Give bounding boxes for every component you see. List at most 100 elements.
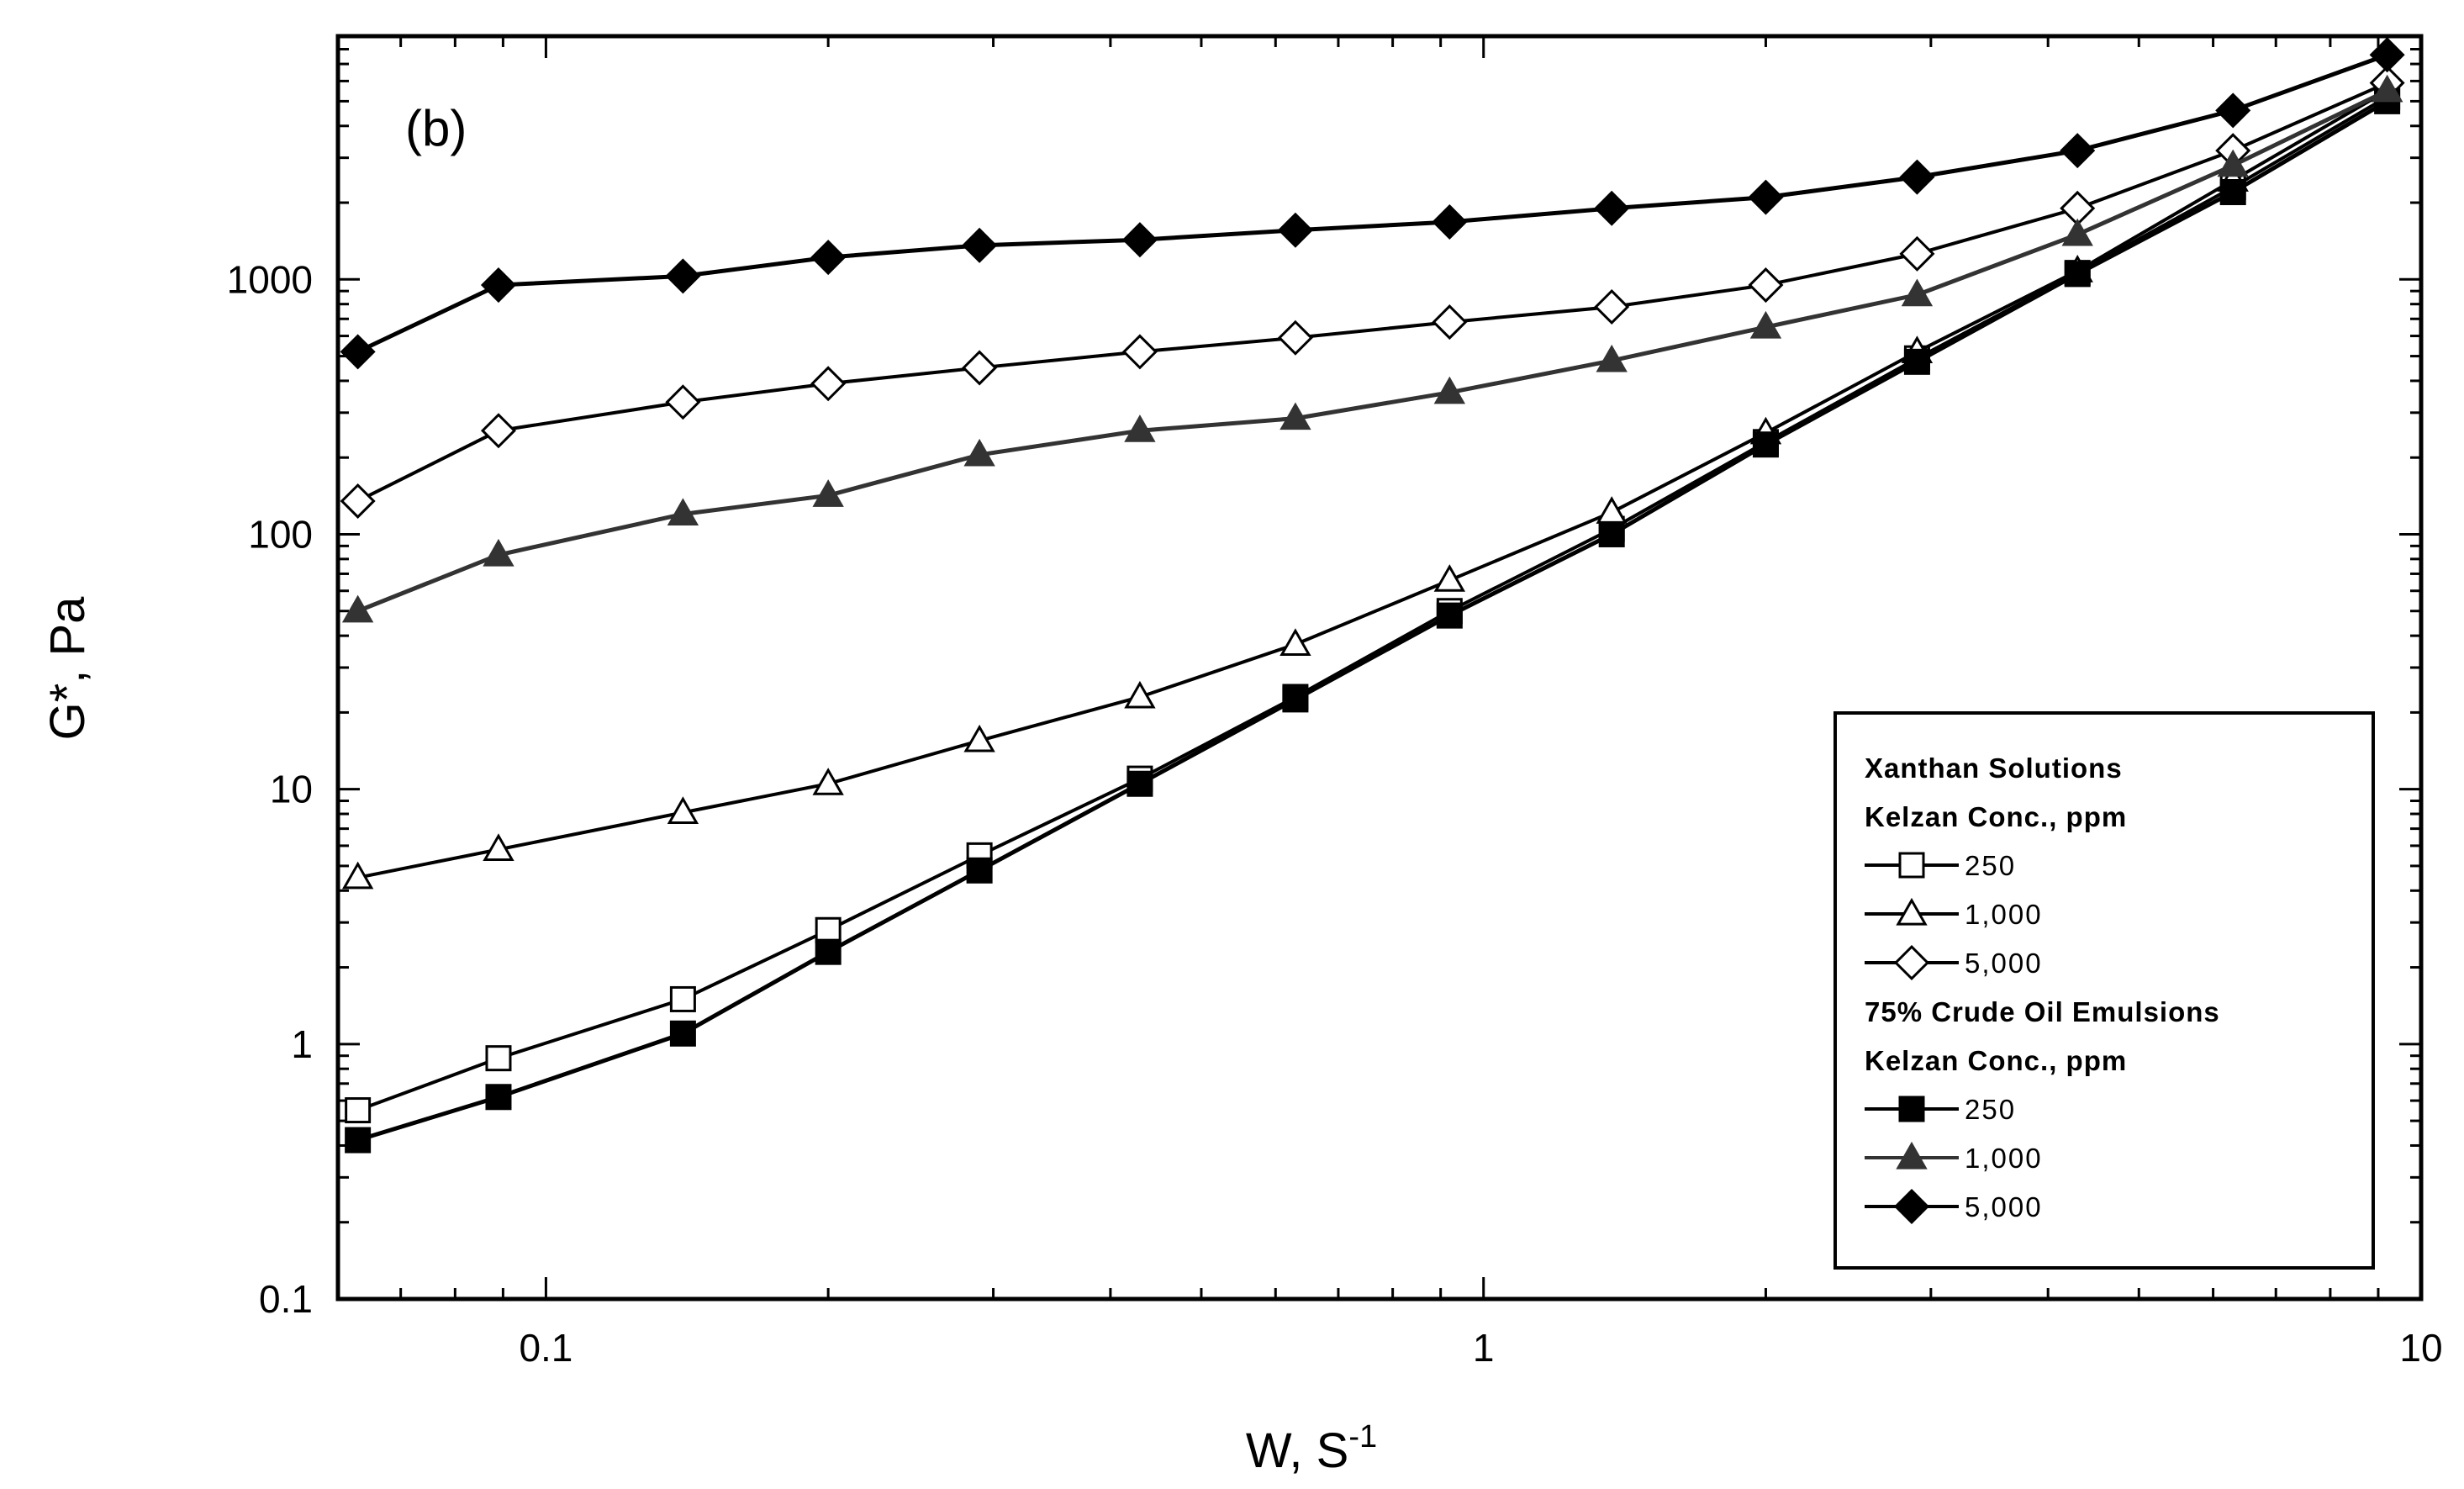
data-point xyxy=(1282,686,1309,713)
axis-ticks xyxy=(336,34,2423,1301)
data-point xyxy=(485,1045,512,1072)
series-line xyxy=(356,99,2388,1143)
x-axis-title-superscript: -1 xyxy=(1348,1419,1377,1455)
data-point xyxy=(963,438,995,467)
legend-marker-square-icon xyxy=(1898,852,1925,879)
data-point xyxy=(2061,218,2093,246)
x-axis-title-text: W, S xyxy=(1246,1423,1348,1478)
series-xanthan-diamond xyxy=(340,65,2405,519)
data-point xyxy=(483,833,514,861)
data-point xyxy=(483,538,514,567)
data-point xyxy=(966,857,993,884)
data-point xyxy=(1594,190,1630,226)
data-point xyxy=(340,483,376,519)
x-tick-label: 0.1 xyxy=(519,1326,572,1370)
legend-marker-diamond-icon xyxy=(1893,1188,1930,1225)
data-point xyxy=(669,1020,696,1047)
data-point xyxy=(2064,261,2091,288)
x-axis-title: W, S-1 xyxy=(1246,1419,1377,1478)
data-point xyxy=(2219,178,2246,205)
y-tick-label: 1 xyxy=(291,1022,313,1066)
y-tick-label: 100 xyxy=(248,512,313,556)
data-point xyxy=(1748,179,1784,215)
data-point xyxy=(1899,235,1935,272)
data-point xyxy=(341,861,374,890)
data-point xyxy=(1598,520,1625,547)
data-point xyxy=(1121,334,1158,370)
data-point xyxy=(1432,304,1468,341)
legend-entry-label: 5,000 xyxy=(1965,1191,2043,1222)
data-point xyxy=(1433,564,1466,592)
data-point xyxy=(812,479,844,507)
data-point xyxy=(1899,159,1935,195)
legend-entry-label: 250 xyxy=(1965,1094,2016,1125)
data-point xyxy=(1596,496,1628,524)
data-point xyxy=(340,334,376,370)
legend-marker-diamond-icon xyxy=(1893,944,1930,981)
data-point xyxy=(1752,431,1779,458)
y-tick-label: 0.1 xyxy=(259,1277,313,1321)
panel-label: (b) xyxy=(405,100,467,156)
data-point xyxy=(341,594,374,623)
y-tick-label: 10 xyxy=(270,768,313,811)
legend-group-title: 75% Crude Oil Emulsions xyxy=(1865,996,2220,1027)
data-point xyxy=(1277,319,1313,356)
data-point xyxy=(665,384,701,420)
data-point xyxy=(480,267,517,304)
data-point xyxy=(1279,402,1311,430)
series-emulsion-diamond xyxy=(340,37,2405,370)
data-point xyxy=(1124,414,1156,442)
data-point xyxy=(2060,133,2096,169)
data-point xyxy=(1436,602,1463,629)
data-point xyxy=(2215,92,2251,129)
data-point xyxy=(480,413,517,449)
x-tick-label: 1 xyxy=(1473,1326,1495,1370)
data-point xyxy=(812,768,844,795)
series-emulsion-triangle xyxy=(341,74,2403,623)
legend-group-title: Kelzan Conc., ppm xyxy=(1865,1045,2127,1076)
data-point xyxy=(815,938,842,965)
data-point xyxy=(1748,267,1784,304)
series-line xyxy=(357,89,2388,879)
data-point xyxy=(962,227,998,263)
x-tick-label: 10 xyxy=(2399,1326,2442,1370)
data-point xyxy=(485,1084,512,1111)
series-layer xyxy=(340,37,2405,1154)
data-point xyxy=(1432,203,1468,240)
series-line xyxy=(356,52,2388,354)
data-point xyxy=(2369,37,2405,73)
legend-entry-label: 250 xyxy=(1965,850,2016,881)
legend-group-title: Kelzan Conc., ppm xyxy=(1865,801,2127,832)
data-point xyxy=(1903,348,1930,375)
data-point xyxy=(1124,680,1156,709)
y-tick-label: 1000 xyxy=(227,257,313,301)
legend: Xanthan Solutions Kelzan Conc., ppm 250 1,0… xyxy=(1833,711,2375,1270)
legend-entry-label: 1,000 xyxy=(1965,1143,2043,1174)
legend-entry-label: 1,000 xyxy=(1965,899,2043,930)
data-point xyxy=(345,1127,372,1154)
series-line xyxy=(356,81,2388,503)
data-point xyxy=(815,916,842,943)
data-point xyxy=(1749,310,1782,339)
data-point xyxy=(963,724,995,752)
data-point xyxy=(1126,770,1153,797)
legend-marker-square-icon xyxy=(1898,1096,1925,1122)
series-line xyxy=(356,88,2388,614)
data-point xyxy=(810,240,847,276)
data-point xyxy=(1121,222,1158,258)
data-point xyxy=(2371,74,2403,103)
legend-group-title: Xanthan Solutions xyxy=(1865,752,2123,784)
data-point xyxy=(1594,288,1630,325)
data-point xyxy=(810,366,847,402)
legend-marker-triangle-icon xyxy=(1896,1141,1928,1170)
data-point xyxy=(1901,278,1934,307)
data-point xyxy=(667,498,699,526)
data-point xyxy=(667,796,699,824)
data-point xyxy=(1433,376,1466,404)
legend-entry-label: 5,000 xyxy=(1965,948,2043,979)
y-axis-title: G*, Pa xyxy=(40,596,95,741)
legend-box xyxy=(1833,711,2375,1270)
data-point xyxy=(1596,344,1628,372)
data-point xyxy=(1279,628,1311,656)
